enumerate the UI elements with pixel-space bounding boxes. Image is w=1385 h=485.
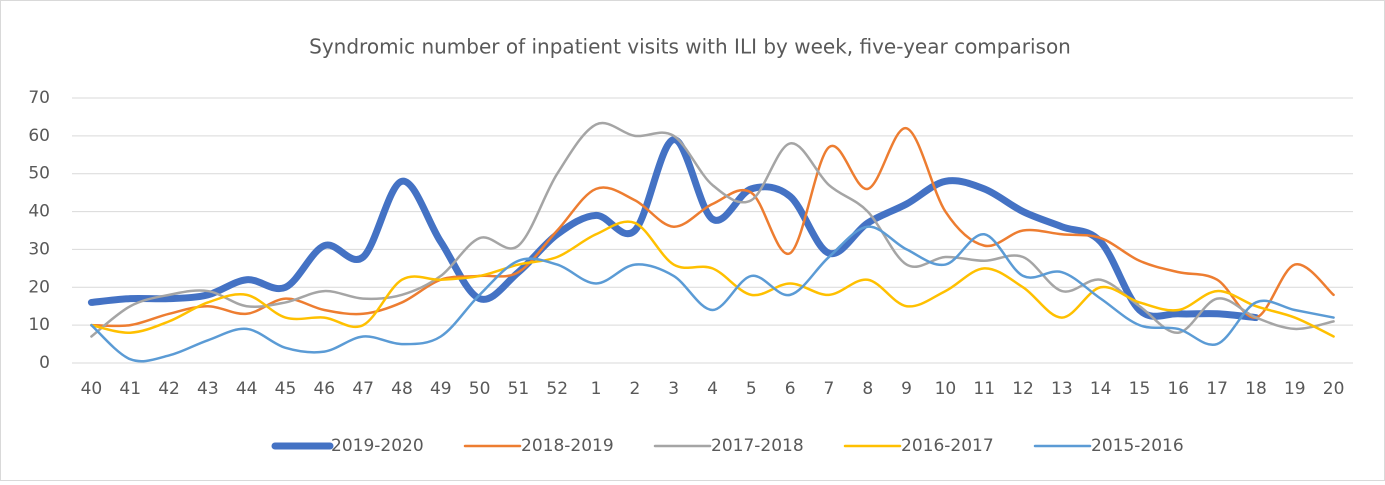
- legend-label: 2018-2019: [521, 436, 614, 456]
- x-tick-label: 43: [197, 379, 219, 399]
- x-tick-label: 7: [824, 379, 835, 399]
- x-tick-label: 13: [1051, 379, 1073, 399]
- legend-label: 2017-2018: [711, 436, 804, 456]
- x-tick-label: 4: [707, 379, 718, 399]
- y-tick-label: 30: [28, 239, 50, 259]
- series-line: [90, 127, 1335, 328]
- legend-label: 2015-2016: [1091, 436, 1184, 456]
- x-tick-label: 19: [1284, 379, 1306, 399]
- x-tick-label: 6: [785, 379, 796, 399]
- y-tick-label: 60: [28, 126, 50, 146]
- x-tick-label: 40: [81, 379, 103, 399]
- x-tick-label: 49: [430, 379, 452, 399]
- x-tick-label: 12: [1012, 379, 1034, 399]
- y-tick-label: 0: [39, 353, 50, 373]
- x-tick-label: 46: [313, 379, 335, 399]
- y-tick-label: 50: [28, 164, 50, 184]
- chart-title: Syndromic number of inpatient visits wit…: [309, 35, 1071, 59]
- x-tick-label: 3: [668, 379, 679, 399]
- y-tick-label: 40: [28, 202, 50, 222]
- x-tick-label: 51: [508, 379, 530, 399]
- series-line: [87, 136, 1260, 322]
- x-tick-label: 20: [1323, 379, 1345, 399]
- x-tick-label: 44: [236, 379, 258, 399]
- series-line: [90, 225, 1335, 363]
- x-tick-label: 50: [469, 379, 491, 399]
- x-tick-label: 1: [591, 379, 602, 399]
- x-tick-label: 48: [391, 379, 413, 399]
- x-tick-label: 52: [546, 379, 568, 399]
- x-tick-label: 47: [352, 379, 374, 399]
- x-tick-label: 8: [862, 379, 873, 399]
- x-tick-label: 14: [1090, 379, 1112, 399]
- x-tick-label: 17: [1206, 379, 1228, 399]
- x-tick-label: 9: [901, 379, 912, 399]
- x-tick-label: 10: [935, 379, 957, 399]
- x-tick-label: 16: [1167, 379, 1189, 399]
- y-tick-label: 70: [28, 88, 50, 108]
- x-tick-label: 2: [629, 379, 640, 399]
- x-tick-label: 41: [119, 379, 141, 399]
- legend-label: 2019-2020: [331, 436, 424, 456]
- series-line: [90, 220, 1335, 338]
- y-tick-label: 20: [28, 277, 50, 297]
- x-tick-label: 5: [746, 379, 757, 399]
- legend-label: 2016-2017: [901, 436, 994, 456]
- x-tick-label: 45: [275, 379, 297, 399]
- x-tick-label: 15: [1129, 379, 1151, 399]
- x-tick-label: 42: [158, 379, 180, 399]
- x-tick-label: 18: [1245, 379, 1267, 399]
- x-tick-label: 11: [973, 379, 995, 399]
- y-tick-label: 10: [28, 315, 50, 335]
